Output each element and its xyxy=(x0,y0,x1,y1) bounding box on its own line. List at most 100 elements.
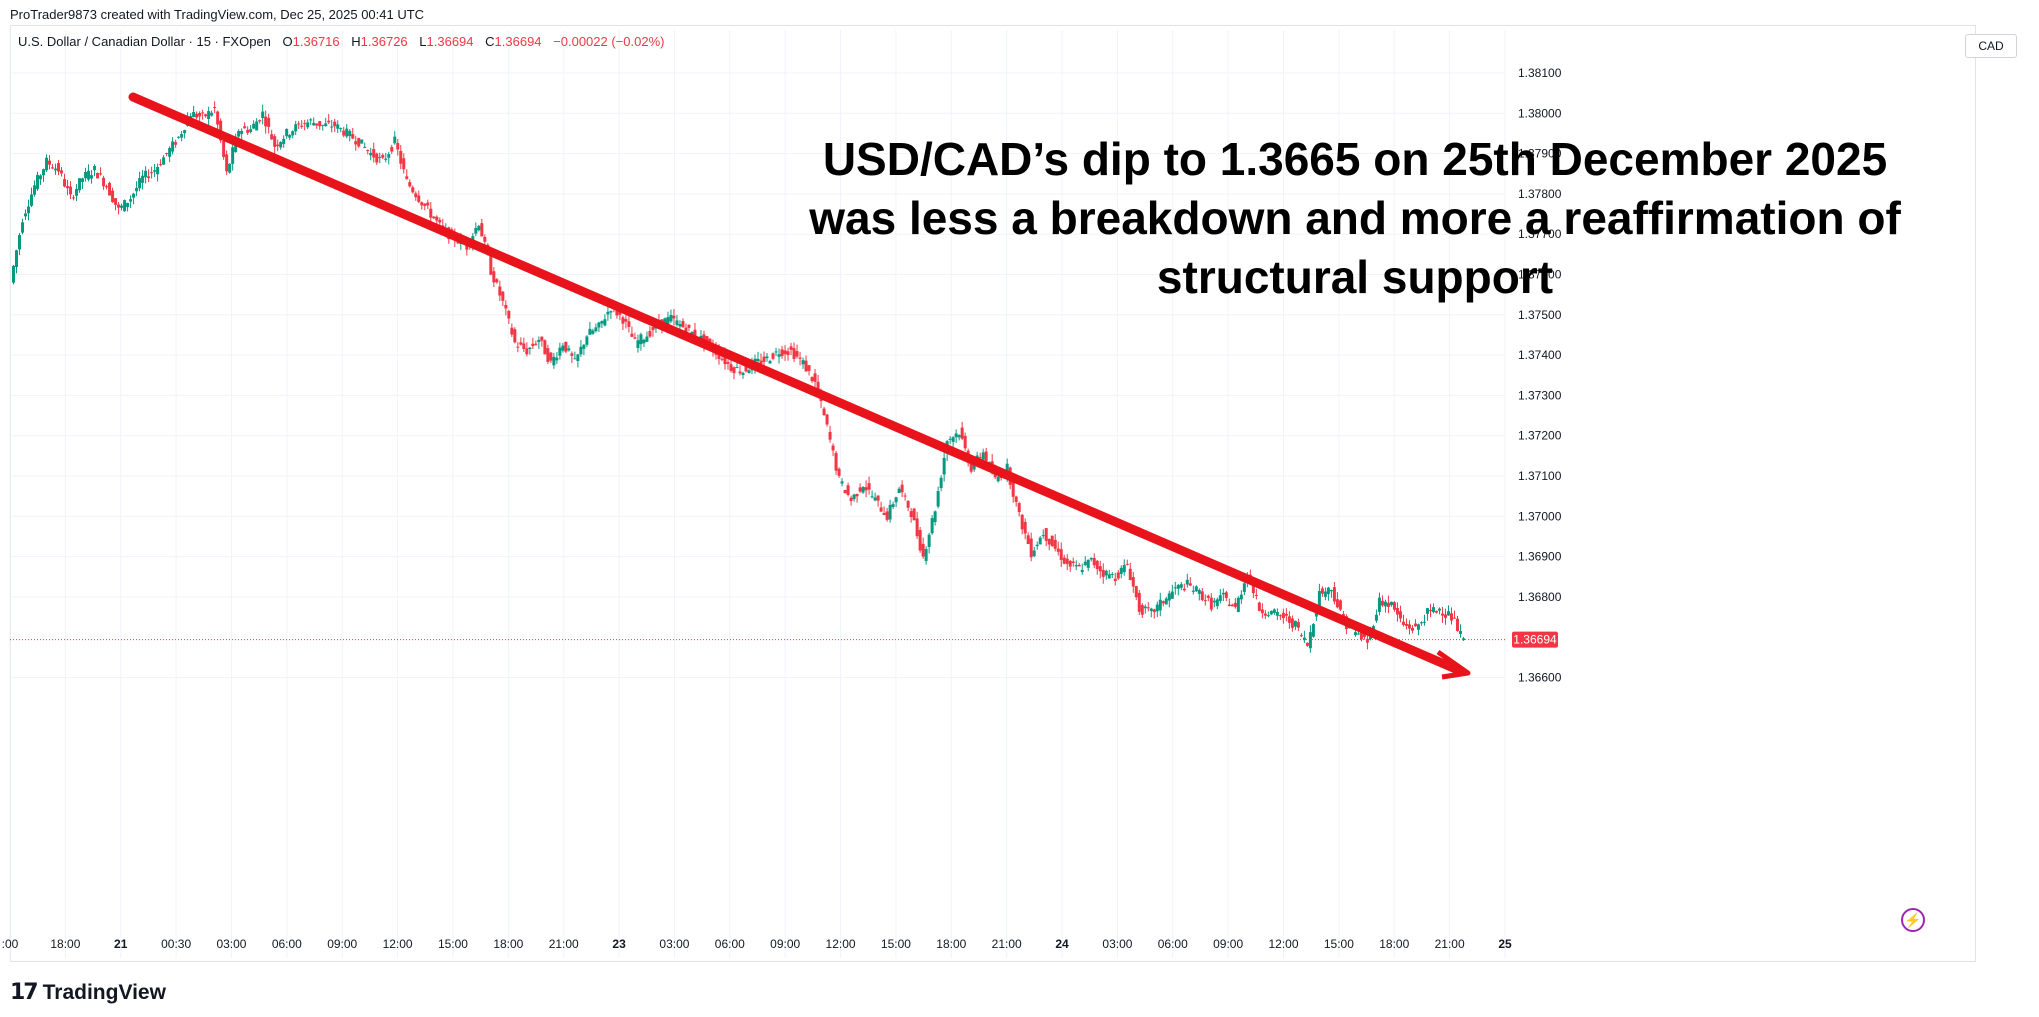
candle-body xyxy=(507,311,511,319)
candle xyxy=(552,352,556,369)
flash-icon[interactable]: ⚡ xyxy=(1901,908,1925,932)
candle xyxy=(405,169,409,180)
candle xyxy=(1233,598,1237,609)
candle-body xyxy=(279,142,283,148)
candle xyxy=(1299,632,1303,638)
candle-body xyxy=(888,504,892,520)
symbol-legend[interactable]: U.S. Dollar / Canadian Dollar · 15 · FXO… xyxy=(18,34,664,49)
candle-body xyxy=(777,354,781,357)
chart-credit: ProTrader9873 created with TradingView.c… xyxy=(10,7,425,22)
symbol-name[interactable]: U.S. Dollar / Canadian Dollar · 15 · FXO… xyxy=(18,34,271,49)
candle-body xyxy=(1317,591,1321,611)
candle xyxy=(117,202,121,215)
candle-body xyxy=(168,147,172,157)
candle xyxy=(108,181,112,196)
candle xyxy=(429,202,433,222)
candle-body xyxy=(1296,622,1300,628)
currency-button[interactable]: CAD xyxy=(1965,34,2017,58)
candle xyxy=(1320,586,1324,597)
candle xyxy=(927,532,931,554)
tradingview-logo[interactable]: 17 TradingView xyxy=(10,980,166,1005)
candle-body xyxy=(852,494,856,500)
candle xyxy=(1284,608,1288,622)
candle xyxy=(306,119,310,129)
candle-body xyxy=(48,160,52,165)
price-tick-label: 1.37900 xyxy=(1518,147,1562,161)
candle-body xyxy=(363,146,367,148)
candle-body xyxy=(210,112,214,116)
candle-body xyxy=(1155,604,1159,612)
candle xyxy=(147,169,151,183)
time-tick-label: 18:00 xyxy=(493,937,523,951)
candle-body xyxy=(369,152,373,156)
candle-body xyxy=(1068,560,1072,567)
candle xyxy=(1311,623,1315,638)
candle-body xyxy=(1164,598,1168,605)
candle xyxy=(1155,601,1159,617)
last-price-badge xyxy=(1512,631,1558,648)
candle-body xyxy=(1029,538,1033,558)
candle-body xyxy=(795,351,799,357)
candle-body xyxy=(639,334,643,345)
candle-body xyxy=(213,107,217,109)
candle-body xyxy=(147,176,151,179)
candle-body xyxy=(294,124,298,132)
candle xyxy=(93,164,97,177)
candle xyxy=(1107,569,1111,579)
candle xyxy=(1200,588,1204,602)
candle-body xyxy=(1455,618,1459,631)
candle xyxy=(747,368,751,374)
candle xyxy=(825,413,829,427)
candle xyxy=(582,344,586,356)
time-tick-label: 03:00 xyxy=(659,937,689,951)
candle xyxy=(843,489,847,494)
candle xyxy=(609,310,613,320)
candle xyxy=(1074,560,1078,571)
candle-body xyxy=(1011,479,1015,497)
candle-body xyxy=(936,491,940,507)
candle-body xyxy=(1251,582,1255,594)
candle-body xyxy=(897,488,901,493)
candle xyxy=(1230,603,1234,607)
candle-body xyxy=(1254,594,1258,596)
candle xyxy=(789,342,793,356)
candle xyxy=(204,113,208,118)
candle-body xyxy=(339,128,343,130)
candle-body xyxy=(1335,599,1339,608)
candle-body xyxy=(1410,627,1414,631)
candle xyxy=(420,201,424,210)
candle-body xyxy=(174,142,178,145)
candle xyxy=(882,506,886,516)
candle-body xyxy=(1434,610,1438,613)
candle xyxy=(984,447,988,464)
candle xyxy=(1254,588,1258,600)
candle xyxy=(87,164,91,182)
candle xyxy=(1359,632,1363,642)
candle-body xyxy=(1056,548,1060,552)
candle xyxy=(1452,610,1456,619)
candle xyxy=(1308,625,1312,653)
candle xyxy=(1137,589,1141,615)
candle-body xyxy=(708,338,712,344)
candle xyxy=(558,342,562,360)
candle xyxy=(78,178,82,193)
candle-body xyxy=(408,182,412,187)
candle-body xyxy=(648,331,652,337)
candle xyxy=(45,154,49,173)
candle xyxy=(1125,559,1129,566)
candle-body xyxy=(270,134,274,140)
candle-body xyxy=(879,507,883,512)
candle-body xyxy=(249,129,253,133)
candle xyxy=(1383,599,1387,613)
candle-body xyxy=(636,340,640,348)
candle-body xyxy=(741,372,745,376)
candle-body xyxy=(687,324,691,328)
candle-body xyxy=(1209,597,1213,610)
candle xyxy=(1173,581,1177,595)
candle xyxy=(1329,589,1333,598)
candle-body xyxy=(891,504,895,507)
candle xyxy=(672,309,676,326)
candle xyxy=(1221,588,1225,602)
candle xyxy=(960,421,964,441)
